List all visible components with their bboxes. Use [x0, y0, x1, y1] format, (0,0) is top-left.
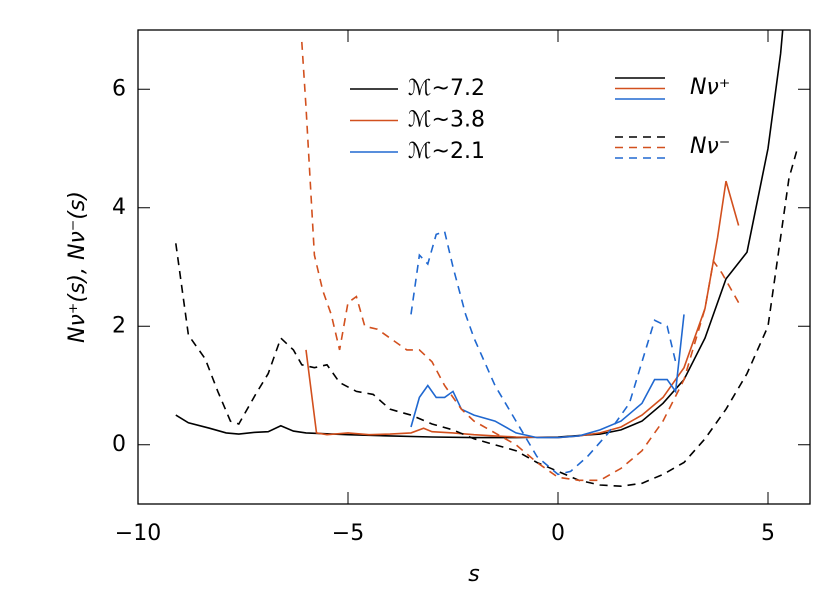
- legend-label: Nν⁺: [690, 75, 730, 100]
- y-tick-label: 6: [112, 76, 126, 101]
- legend-label: ℳ~2.1: [408, 139, 485, 164]
- legend-label: Nν⁻: [690, 134, 730, 159]
- series-line: [410, 314, 685, 439]
- x-axis-label: s: [468, 562, 479, 587]
- series-line: [305, 180, 740, 439]
- series-line: [410, 230, 677, 476]
- x-tick-label: −10: [115, 521, 161, 546]
- y-tick-label: 4: [112, 195, 126, 220]
- legend-label: ℳ~3.8: [408, 108, 485, 133]
- legend-label: ℳ~7.2: [408, 76, 485, 101]
- series-line: [175, 148, 799, 488]
- series-line: [175, 30, 784, 439]
- y-axis-label: Nν⁺(s), Nν⁻(s): [65, 191, 90, 343]
- x-tick-label: 5: [761, 521, 775, 546]
- x-tick-label: −5: [332, 521, 364, 546]
- y-tick-label: 2: [112, 313, 126, 338]
- x-tick-label: 0: [551, 521, 565, 546]
- series-line: [301, 41, 740, 482]
- y-tick-label: 0: [112, 432, 126, 457]
- plot-frame: [137, 29, 811, 505]
